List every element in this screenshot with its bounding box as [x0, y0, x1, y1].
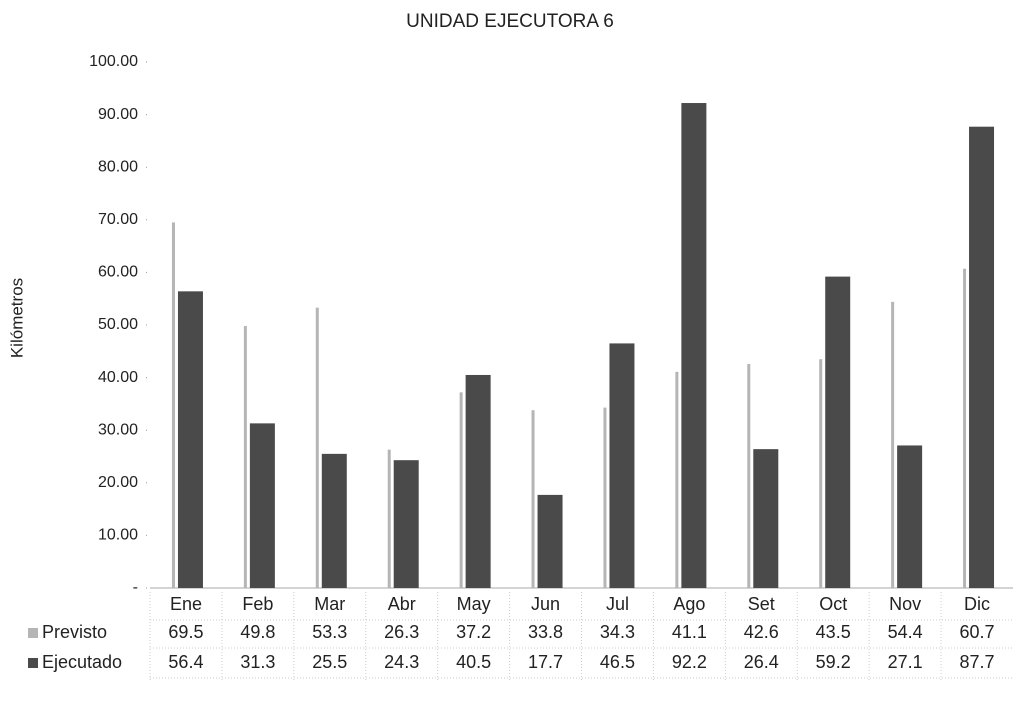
table-cell: 40.5 — [456, 652, 491, 672]
table-cell: 34.3 — [600, 622, 635, 642]
bar — [603, 407, 607, 588]
table-cell: 69.5 — [168, 622, 203, 642]
legend-swatch — [28, 658, 38, 668]
table-cell: 37.2 — [456, 622, 491, 642]
legend-swatch — [28, 628, 38, 638]
y-tick-label: 70.00 — [98, 211, 138, 228]
chart-title: UNIDAD EJECUTORA 6 — [406, 11, 614, 32]
bar — [465, 374, 491, 588]
y-tick-label: 60.00 — [98, 264, 138, 281]
table-cell: 60.7 — [960, 622, 995, 642]
bar — [315, 307, 319, 588]
x-tick-label: Nov — [889, 594, 921, 614]
y-tick-label: 50.00 — [98, 316, 138, 333]
table-cell: 31.3 — [240, 652, 275, 672]
x-tick-label: Set — [748, 594, 775, 614]
table-cell: 25.5 — [312, 652, 347, 672]
table-cell: 56.4 — [168, 652, 203, 672]
x-tick-label: Jun — [531, 594, 560, 614]
table-cell: 42.6 — [744, 622, 779, 642]
bar — [969, 126, 995, 588]
bar — [753, 449, 779, 588]
bar — [177, 291, 203, 588]
bar — [825, 276, 851, 588]
bar — [609, 343, 635, 588]
bar — [897, 445, 923, 588]
y-tick-label: 100.00 — [89, 53, 138, 70]
bar — [387, 449, 391, 588]
x-tick-label: Ene — [170, 594, 202, 614]
bar — [681, 103, 707, 588]
table-cell: 46.5 — [600, 652, 635, 672]
y-tick-label: - — [133, 579, 138, 596]
x-tick-label: Jul — [606, 594, 629, 614]
bar — [321, 453, 347, 588]
y-tick-label: 90.00 — [98, 106, 138, 123]
y-tick-label: 40.00 — [98, 369, 138, 386]
y-tick-label: 80.00 — [98, 158, 138, 175]
x-tick-label: Feb — [242, 594, 273, 614]
y-axis-label: Kilómetros — [7, 278, 26, 358]
x-tick-label: Dic — [964, 594, 990, 614]
bar — [531, 410, 535, 588]
bar — [243, 326, 247, 588]
bar — [747, 363, 751, 588]
table-cell: 24.3 — [384, 652, 419, 672]
x-tick-label: Ago — [673, 594, 705, 614]
bar — [537, 494, 563, 588]
legend-label: Previsto — [42, 622, 107, 642]
table-cell: 53.3 — [312, 622, 347, 642]
legend-label: Ejecutado — [42, 652, 122, 672]
table-cell: 33.8 — [528, 622, 563, 642]
table-cell: 43.5 — [816, 622, 851, 642]
bar — [171, 222, 175, 588]
table-cell: 59.2 — [816, 652, 851, 672]
table-cell: 49.8 — [240, 622, 275, 642]
y-tick-label: 10.00 — [98, 527, 138, 544]
x-tick-label: Mar — [314, 594, 345, 614]
table-cell: 26.3 — [384, 622, 419, 642]
y-tick-label: 30.00 — [98, 421, 138, 438]
y-tick-label: 20.00 — [98, 474, 138, 491]
table-cell: 92.2 — [672, 652, 707, 672]
table-cell: 41.1 — [672, 622, 707, 642]
bar — [675, 371, 679, 588]
table-cell: 87.7 — [960, 652, 995, 672]
bar — [459, 392, 463, 588]
bar — [393, 460, 419, 588]
bar — [249, 423, 275, 588]
table-cell: 27.1 — [888, 652, 923, 672]
table-cell: 54.4 — [888, 622, 923, 642]
bar — [963, 268, 967, 588]
bar — [891, 301, 895, 588]
table-cell: 26.4 — [744, 652, 779, 672]
bar — [819, 359, 823, 588]
x-tick-label: May — [457, 594, 491, 614]
x-tick-label: Abr — [388, 594, 416, 614]
x-tick-label: Oct — [819, 594, 847, 614]
table-cell: 17.7 — [528, 652, 563, 672]
